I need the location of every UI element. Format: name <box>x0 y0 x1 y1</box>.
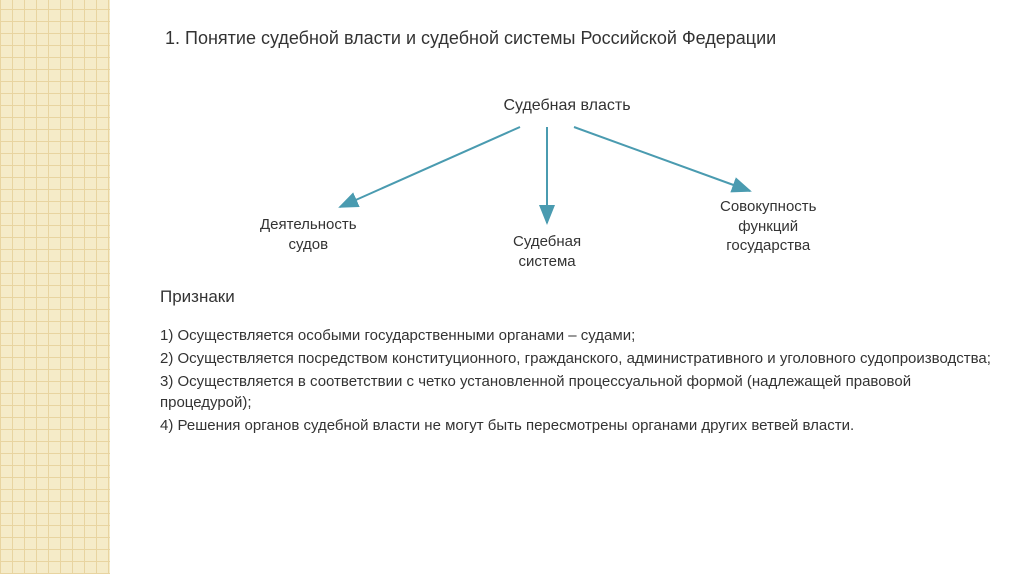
feature-item: 4) Решения органов судебной власти не мо… <box>160 415 994 437</box>
child-label: Деятельностьсудов <box>260 216 357 253</box>
decorative-sidebar <box>0 0 110 574</box>
slide-title: 1. Понятие судебной власти и судебной си… <box>165 28 994 49</box>
feature-item: 1) Осуществляется особыми государственны… <box>160 325 994 347</box>
diagram-child-node: Совокупностьфункцийгосударства <box>720 197 816 256</box>
child-label: Судебнаясистема <box>513 233 581 270</box>
diagram-root-node: Судебная власть <box>503 97 630 115</box>
feature-item: 2) Осуществляется посредством конституци… <box>160 348 994 370</box>
tree-diagram: Судебная власть Деятельностьсудов Судебн… <box>140 97 994 272</box>
features-list: 1) Осуществляется особыми государственны… <box>160 325 994 437</box>
slide-content: 1. Понятие судебной власти и судебной си… <box>110 0 1024 574</box>
diagram-child-node: Судебнаясистема <box>513 232 581 271</box>
features-section: Признаки 1) Осуществляется особыми госуд… <box>140 287 994 437</box>
features-heading: Признаки <box>160 287 994 307</box>
feature-item: 3) Осуществляется в соответствии с четко… <box>160 371 994 415</box>
diagram-child-node: Деятельностьсудов <box>260 215 357 254</box>
child-label: Совокупностьфункцийгосударства <box>720 198 816 254</box>
